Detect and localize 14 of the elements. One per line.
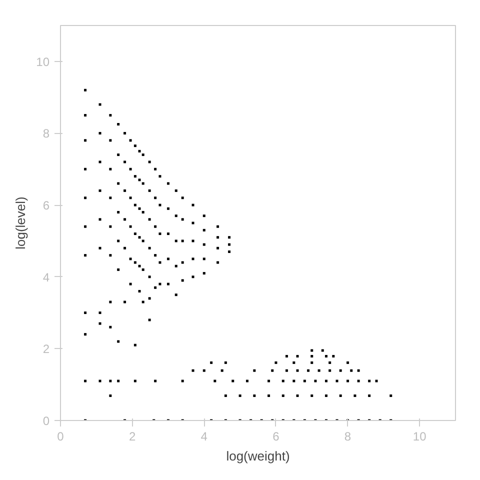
x-tick-label: 10 (412, 430, 427, 444)
x-tick-label: 6 (272, 430, 280, 444)
y-tick-label: 2 (42, 342, 50, 356)
x-axis-title: log(weight) (226, 448, 290, 464)
y-tick-label: 10 (36, 54, 50, 69)
x-tick-label: 2 (128, 430, 136, 444)
y-axis-title: log(level) (13, 196, 28, 250)
x-tick-label: 0 (57, 430, 64, 444)
x-tick-label: 4 (200, 430, 208, 444)
y-tick-label: 8 (42, 126, 50, 141)
y-tick-label: 4 (42, 270, 50, 284)
x-tick-label: 8 (344, 430, 352, 444)
y-tick-label: 0 (42, 414, 50, 428)
y-tick-label: 6 (42, 198, 50, 213)
